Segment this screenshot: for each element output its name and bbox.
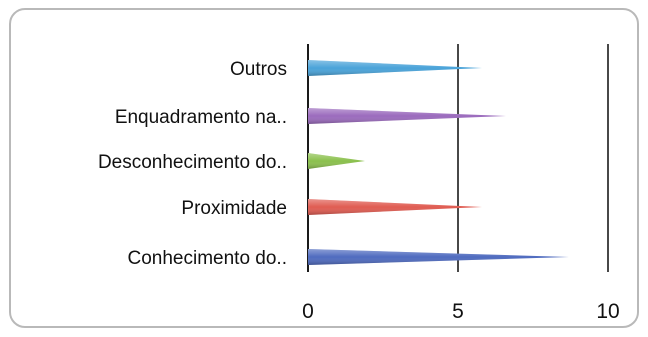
bar-shade-2 [308, 108, 506, 124]
category-label-3: Desconhecimento do.. [98, 152, 287, 173]
category-label-1: Outros [230, 59, 287, 80]
x-tick-labels: 0 5 10 [302, 300, 620, 323]
bar-shade-4 [308, 199, 482, 215]
category-labels: Outros Enquadramento na.. Desconhecimento … [98, 59, 287, 269]
category-label-5: Conhecimento do.. [128, 248, 288, 269]
x-tick-label-10: 10 [596, 300, 619, 323]
bar-shade-5 [308, 249, 569, 265]
bar-shade-3 [308, 153, 365, 169]
x-tick-label-5: 5 [452, 300, 464, 323]
x-tick-label-0: 0 [302, 300, 314, 323]
category-label-4: Proximidade [181, 198, 287, 219]
bar-shade-1 [308, 60, 482, 76]
category-label-2: Enquadramento na.. [115, 107, 287, 128]
bars [308, 60, 569, 265]
gridlines [307, 44, 609, 272]
